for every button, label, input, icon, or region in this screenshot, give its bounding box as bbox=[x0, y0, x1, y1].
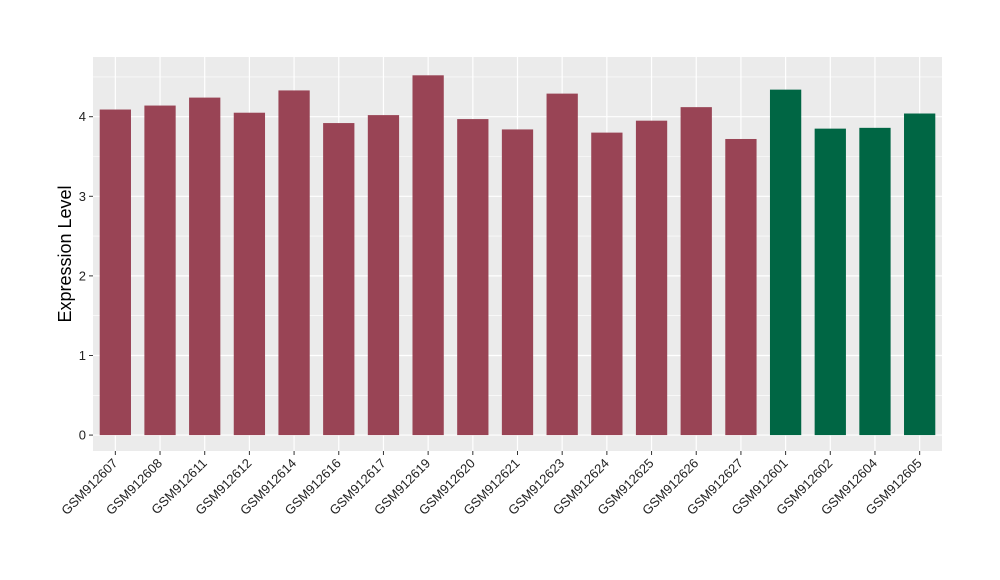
y-axis: 0 1 2 3 4 bbox=[79, 109, 93, 443]
bar-GSM912616 bbox=[323, 123, 355, 436]
bar-GSM912607 bbox=[99, 109, 131, 436]
bar-GSM912623 bbox=[546, 93, 578, 436]
y-tick-label: 2 bbox=[79, 268, 86, 283]
y-tick-label: 1 bbox=[79, 348, 86, 363]
y-tick-label: 0 bbox=[79, 428, 86, 443]
bar-GSM912617 bbox=[367, 115, 400, 436]
bar-GSM912601 bbox=[769, 89, 802, 436]
bars bbox=[99, 75, 936, 436]
bar-GSM912620 bbox=[457, 119, 489, 436]
bar-GSM912621 bbox=[501, 129, 534, 436]
bar-GSM912619 bbox=[412, 75, 444, 436]
bar-GSM912614 bbox=[278, 90, 310, 436]
bar-GSM912624 bbox=[591, 132, 623, 436]
y-tick-label: 3 bbox=[79, 189, 86, 204]
y-axis-title: Expression Level bbox=[55, 185, 75, 322]
bar-GSM912608 bbox=[144, 105, 176, 436]
bar-GSM912612 bbox=[233, 112, 266, 436]
bar-GSM912605 bbox=[904, 113, 936, 436]
bar-GSM912604 bbox=[859, 127, 891, 436]
bar-GSM912625 bbox=[635, 120, 668, 436]
bar-GSM912611 bbox=[189, 97, 221, 436]
y-tick-label: 4 bbox=[79, 109, 86, 124]
bar-GSM912626 bbox=[680, 107, 712, 436]
bar-GSM912627 bbox=[725, 138, 757, 436]
bar-GSM912602 bbox=[814, 128, 846, 436]
x-axis: GSM912607GSM912608GSM912611GSM912612GSM9… bbox=[58, 451, 925, 518]
